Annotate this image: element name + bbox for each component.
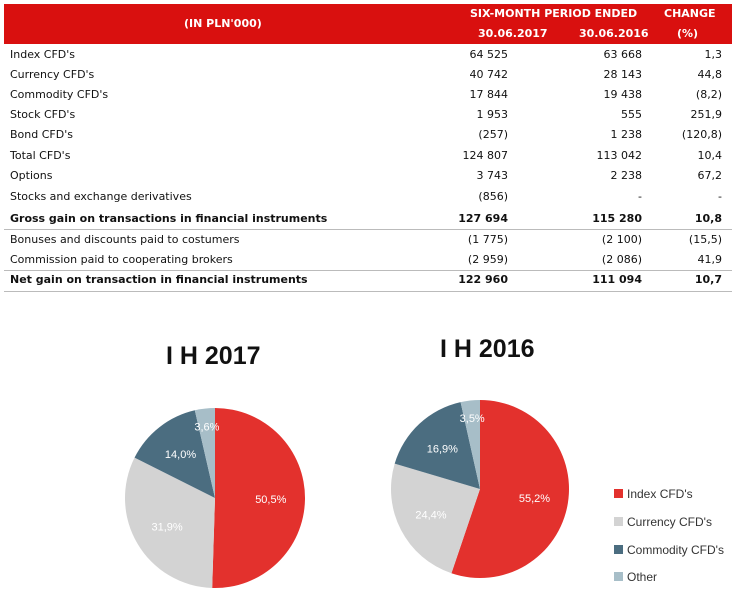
table-row: Index CFD's 64 525 63 668 1,3 bbox=[4, 45, 732, 65]
cell-v2017: 127 694 bbox=[458, 212, 508, 225]
unit-label: (IN PLN'000) bbox=[184, 17, 262, 30]
table-row: Total CFD's 124 807 113 042 10,4 bbox=[4, 146, 732, 166]
pie-slice bbox=[134, 410, 215, 498]
legend-item: Other bbox=[614, 570, 657, 584]
cell-label: Index CFD's bbox=[10, 48, 76, 61]
table-row: Currency CFD's 40 742 28 143 44,8 bbox=[4, 65, 732, 85]
cell-v2017: 3 743 bbox=[476, 169, 509, 182]
data-label: 24,4% bbox=[415, 509, 446, 521]
table-row: Bonuses and discounts paid to costumers (… bbox=[4, 230, 732, 250]
cell-v2017: (257) bbox=[478, 128, 508, 141]
cell-change: 67,2 bbox=[697, 169, 723, 182]
cell-v2017: 1 953 bbox=[476, 108, 509, 121]
cell-change: - bbox=[718, 190, 722, 203]
cell-change: 10,7 bbox=[694, 273, 722, 286]
legend-item: Currency CFD's bbox=[614, 515, 712, 529]
cell-change: 10,8 bbox=[694, 212, 722, 225]
cell-v2016: 19 438 bbox=[603, 88, 643, 101]
table-row: Options 3 743 2 238 67,2 bbox=[4, 166, 732, 186]
cell-v2016: - bbox=[638, 190, 642, 203]
cell-v2017: 64 525 bbox=[469, 48, 509, 61]
table-row: Gross gain on transactions in financial … bbox=[4, 209, 732, 229]
cell-v2016: 2 238 bbox=[610, 169, 643, 182]
cell-v2016: (2 100) bbox=[601, 233, 642, 246]
data-label: 14,0% bbox=[165, 449, 196, 461]
cell-change: 44,8 bbox=[697, 68, 723, 81]
period-label: SIX-MONTH PERIOD ENDED bbox=[470, 7, 638, 20]
cell-label: Bonuses and discounts paid to costumers bbox=[10, 233, 240, 246]
cell-label: Gross gain on transactions in financial … bbox=[10, 212, 328, 225]
pie-slice bbox=[394, 402, 480, 489]
cell-change: 41,9 bbox=[697, 253, 723, 266]
cell-v2016: (2 086) bbox=[601, 253, 642, 266]
cell-label: Stock CFD's bbox=[10, 108, 76, 121]
table-row: Bond CFD's (257) 1 238 (120,8) bbox=[4, 125, 732, 145]
cell-v2016: 63 668 bbox=[603, 48, 643, 61]
pie-slice bbox=[391, 463, 480, 574]
pie-slice bbox=[194, 408, 215, 498]
cell-change: (120,8) bbox=[681, 128, 722, 141]
pie-slice bbox=[460, 400, 480, 489]
cell-label: Commission paid to cooperating brokers bbox=[10, 253, 233, 266]
cell-v2017: (1 775) bbox=[467, 233, 508, 246]
cell-v2016: 555 bbox=[621, 108, 642, 121]
data-label: 3,5% bbox=[460, 413, 485, 425]
cell-label: Bond CFD's bbox=[10, 128, 73, 141]
divider bbox=[4, 291, 732, 292]
legend-item: Index CFD's bbox=[614, 487, 693, 501]
cell-v2017: 40 742 bbox=[469, 68, 509, 81]
legend-item: Commodity CFD's bbox=[614, 543, 724, 557]
cell-change: 251,9 bbox=[690, 108, 723, 121]
cell-v2016: 113 042 bbox=[596, 149, 643, 162]
cell-change: (8,2) bbox=[695, 88, 722, 101]
cell-change: 1,3 bbox=[704, 48, 723, 61]
cell-label: Currency CFD's bbox=[10, 68, 95, 81]
cell-v2017: 124 807 bbox=[462, 149, 509, 162]
cell-label: Stocks and exchange derivatives bbox=[10, 190, 192, 203]
pie-slice bbox=[212, 408, 306, 588]
change-unit: (%) bbox=[677, 27, 699, 40]
chart-title-2016: I H 2016 bbox=[440, 335, 535, 363]
table-row: Commodity CFD's 17 844 19 438 (8,2) bbox=[4, 85, 732, 105]
col-2017: 30.06.2017 bbox=[478, 27, 548, 40]
cell-change: 10,4 bbox=[697, 149, 723, 162]
change-label: CHANGE bbox=[664, 7, 716, 20]
legend-swatch bbox=[614, 545, 623, 554]
table-row: Commission paid to cooperating brokers (2… bbox=[4, 250, 732, 270]
cell-v2017: 17 844 bbox=[469, 88, 509, 101]
table-row: Stock CFD's 1 953 555 251,9 bbox=[4, 105, 732, 125]
cell-v2016: 28 143 bbox=[603, 68, 643, 81]
table-header: (IN PLN'000) SIX-MONTH PERIOD ENDED 30.0… bbox=[4, 4, 732, 44]
cell-label: Total CFD's bbox=[10, 149, 71, 162]
pie-slice bbox=[125, 457, 215, 588]
cell-label: Net gain on transaction in financial ins… bbox=[10, 273, 308, 286]
table-row: Net gain on transaction in financial ins… bbox=[4, 270, 732, 290]
col-2016: 30.06.2016 bbox=[579, 27, 649, 40]
chart-title-2017: I H 2017 bbox=[166, 342, 261, 370]
cell-v2017: (856) bbox=[478, 190, 508, 203]
cell-label: Commodity CFD's bbox=[10, 88, 109, 101]
cell-label: Options bbox=[10, 169, 53, 182]
data-label: 50,5% bbox=[255, 494, 286, 506]
cell-v2016: 1 238 bbox=[610, 128, 643, 141]
pie-slice bbox=[451, 400, 569, 578]
legend-swatch bbox=[614, 572, 623, 581]
cell-v2016: 115 280 bbox=[592, 212, 642, 225]
cell-v2017: (2 959) bbox=[467, 253, 508, 266]
cell-v2016: 111 094 bbox=[592, 273, 642, 286]
table-row: Stocks and exchange derivatives (856) - - bbox=[4, 187, 732, 207]
divider bbox=[4, 270, 732, 271]
cell-v2017: 122 960 bbox=[458, 273, 508, 286]
data-label: 55,2% bbox=[519, 493, 550, 505]
legend-swatch bbox=[614, 489, 623, 498]
data-label: 16,9% bbox=[427, 444, 458, 456]
divider bbox=[4, 229, 732, 230]
data-label: 3,6% bbox=[194, 421, 219, 433]
cell-change: (15,5) bbox=[688, 233, 722, 246]
legend-swatch bbox=[614, 517, 623, 526]
data-label: 31,9% bbox=[151, 522, 182, 534]
